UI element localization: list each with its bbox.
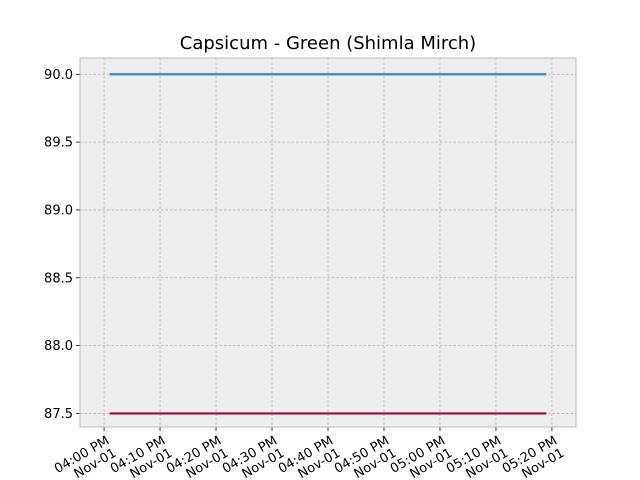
y-tick-label: 87.5	[44, 407, 73, 422]
y-tick-label: 90.0	[44, 68, 73, 83]
plot-frame	[79, 57, 577, 428]
x-tick-label: 05:00 PMNov-01	[388, 433, 455, 480]
y-tick-label: 89.0	[44, 203, 73, 218]
chart-title: Capsicum - Green (Shimla Mirch)	[180, 33, 476, 54]
y-tick-label: 88.0	[44, 339, 73, 354]
x-tick-label: 04:20 PMNov-01	[164, 433, 231, 480]
x-tick-label: 04:30 PMNov-01	[220, 433, 287, 480]
x-tick-label: 05:10 PMNov-01	[444, 433, 511, 480]
x-tick-label: 05:20 PMNov-01	[500, 433, 567, 480]
y-tick-label: 88.5	[44, 271, 73, 286]
x-tick-label: 04:10 PMNov-01	[108, 433, 175, 480]
x-tick-label: 04:40 PMNov-01	[276, 433, 343, 480]
x-tick-label: 04:50 PMNov-01	[332, 433, 399, 480]
y-tick-label: 89.5	[44, 136, 73, 151]
x-tick-label: 04:00 PMNov-01	[52, 433, 119, 480]
